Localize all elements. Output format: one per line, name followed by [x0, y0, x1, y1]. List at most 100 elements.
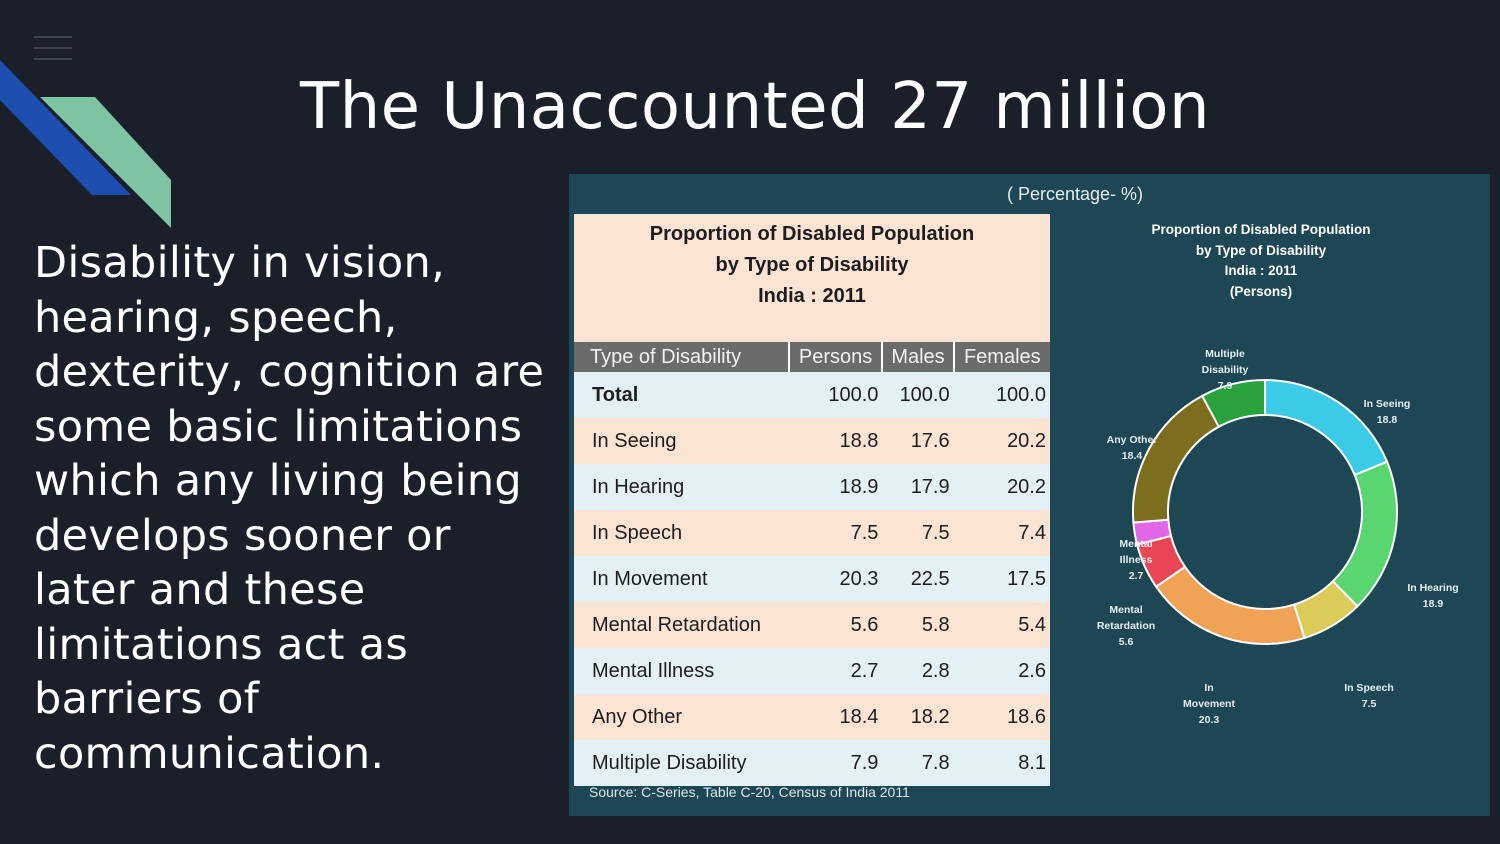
cell-type: In Speech [574, 510, 789, 556]
slice-label-line: In Speech [1344, 682, 1394, 694]
column-header: Persons [788, 342, 884, 372]
slice-label-line: In Seeing [1363, 398, 1411, 410]
cell-females: 5.4 [953, 602, 1050, 648]
slice-label-line: 18.8 [1376, 414, 1398, 426]
cell-persons: 18.9 [788, 464, 883, 510]
slide-body-text: Disability in vision, hearing, speech, d… [34, 238, 545, 779]
disability-figure: ( Percentage- %) Proportion of Disabled … [569, 174, 1490, 816]
table-row: In Seeing 18.8 17.6 20.2 [574, 418, 1050, 464]
cell-males: 7.8 [882, 740, 954, 786]
cell-type: Any Other [574, 694, 789, 740]
cell-males: 17.6 [882, 418, 954, 464]
cell-type: In Seeing [574, 418, 789, 464]
table-row: In Speech 7.5 7.5 7.4 [574, 510, 1050, 556]
slice-label-line: In [1204, 682, 1214, 694]
cell-males: 100.0 [882, 372, 954, 418]
percentage-note: ( Percentage- %) [1007, 184, 1144, 204]
donut-slice [1331, 460, 1398, 608]
table-row: Multiple Disability 7.9 7.8 8.1 [574, 740, 1050, 786]
slice-label: Any Other 18.4 [1092, 432, 1172, 464]
cell-males: 2.8 [882, 648, 954, 694]
slice-label: Multiple Disability 7.9 [1185, 346, 1265, 394]
cell-persons: 7.5 [788, 510, 883, 556]
chart-title-line: India : 2011 [1224, 263, 1298, 278]
table-row: Mental Illness 2.7 2.8 2.6 [574, 648, 1050, 694]
cell-type: Total [574, 372, 789, 418]
cell-females: 100.0 [953, 372, 1050, 418]
cell-persons: 18.8 [788, 418, 883, 464]
cell-males: 5.8 [882, 602, 954, 648]
slice-label: Mental Illness 2.7 [1096, 536, 1176, 584]
table-title-line: by Type of Disability [715, 254, 909, 276]
slice-label-line: 18.4 [1121, 450, 1143, 462]
hamburger-menu-icon[interactable] [34, 36, 72, 60]
table-title: Proportion of Disabled Population by Typ… [574, 214, 1050, 342]
column-header: Females [953, 342, 1050, 372]
slice-label: In Seeing 18.8 [1347, 396, 1427, 428]
disability-table: Proportion of Disabled Population by Typ… [574, 214, 1050, 786]
cell-males: 18.2 [882, 694, 954, 740]
slice-label-line: 7.5 [1361, 698, 1377, 710]
slice-label-line: 2.7 [1128, 570, 1144, 582]
slice-label-line: Movement [1183, 698, 1235, 710]
table-row: Any Other 18.4 18.2 18.6 [574, 694, 1050, 740]
cell-type: In Hearing [574, 464, 789, 510]
chart-title-line: Proportion of Disabled Population [1151, 222, 1371, 237]
slice-label-line: 5.6 [1118, 636, 1134, 648]
cell-persons: 7.9 [788, 740, 883, 786]
cell-females: 18.6 [953, 694, 1050, 740]
decorative-stripes [0, 60, 171, 228]
slice-label-line: Multiple [1205, 348, 1245, 360]
cell-males: 17.9 [882, 464, 954, 510]
cell-persons: 18.4 [788, 694, 883, 740]
slice-label-line: 18.9 [1422, 598, 1444, 610]
cell-type: In Movement [574, 556, 789, 602]
table-title-line: India : 2011 [758, 285, 866, 307]
cell-males: 22.5 [882, 556, 954, 602]
cell-males: 7.5 [882, 510, 954, 556]
donut-chart [1132, 378, 1398, 645]
slice-label-line: Mental [1119, 538, 1153, 550]
cell-persons: 20.3 [788, 556, 883, 602]
cell-females: 20.2 [953, 418, 1050, 464]
slice-label-line: Any Other [1106, 434, 1158, 446]
data-table: Type of Disability Persons Males Females… [574, 342, 1050, 786]
table-row: Total 100.0 100.0 100.0 [574, 372, 1050, 418]
donut-slice [1200, 378, 1266, 429]
cell-persons: 5.6 [788, 602, 883, 648]
cell-females: 8.1 [953, 740, 1050, 786]
cell-females: 17.5 [953, 556, 1050, 602]
source-note: Source: C-Series, Table C-20, Census of … [589, 784, 910, 800]
slice-label: In Speech 7.5 [1329, 680, 1409, 712]
donut-slice [1154, 565, 1306, 645]
cell-type: Mental Illness [574, 648, 789, 694]
cell-females: 2.6 [953, 648, 1050, 694]
slice-label-line: 20.3 [1198, 714, 1220, 726]
column-header: Males [882, 342, 955, 372]
table-row: In Movement 20.3 22.5 17.5 [574, 556, 1050, 602]
slide-title: The Unaccounted 27 million [300, 70, 1211, 144]
chart-title-line: (Persons) [1229, 283, 1293, 299]
slice-label-line: Illness [1119, 554, 1153, 566]
chart-title: Proportion of Disabled Population by Typ… [1129, 220, 1393, 302]
slice-label-line: 7.9 [1217, 380, 1233, 392]
blue-stripe-shape [0, 60, 131, 195]
cell-persons: 100.0 [788, 372, 883, 418]
green-stripe-shape [40, 97, 171, 228]
cell-persons: 2.7 [788, 648, 883, 694]
slice-label-line: Disability [1201, 364, 1249, 376]
slice-label: In Hearing 18.9 [1393, 580, 1473, 612]
table-title-line: Proportion of Disabled Population [649, 223, 975, 245]
table-header-row: Type of Disability Persons Males Females [574, 342, 1050, 372]
slice-label: Mental Retardation 5.6 [1086, 602, 1166, 650]
table-row: In Hearing 18.9 17.9 20.2 [574, 464, 1050, 510]
table-row: Mental Retardation 5.6 5.8 5.4 [574, 602, 1050, 648]
cell-type: Multiple Disability [574, 740, 789, 786]
chart-title-line: by Type of Disability [1195, 242, 1327, 258]
cell-females: 20.2 [953, 464, 1050, 510]
cell-females: 7.4 [953, 510, 1050, 556]
slice-label: In Movement 20.3 [1169, 680, 1249, 728]
slice-label-line: Retardation [1096, 620, 1156, 632]
slice-label-line: In Hearing [1407, 582, 1459, 594]
cell-type: Mental Retardation [574, 602, 789, 648]
